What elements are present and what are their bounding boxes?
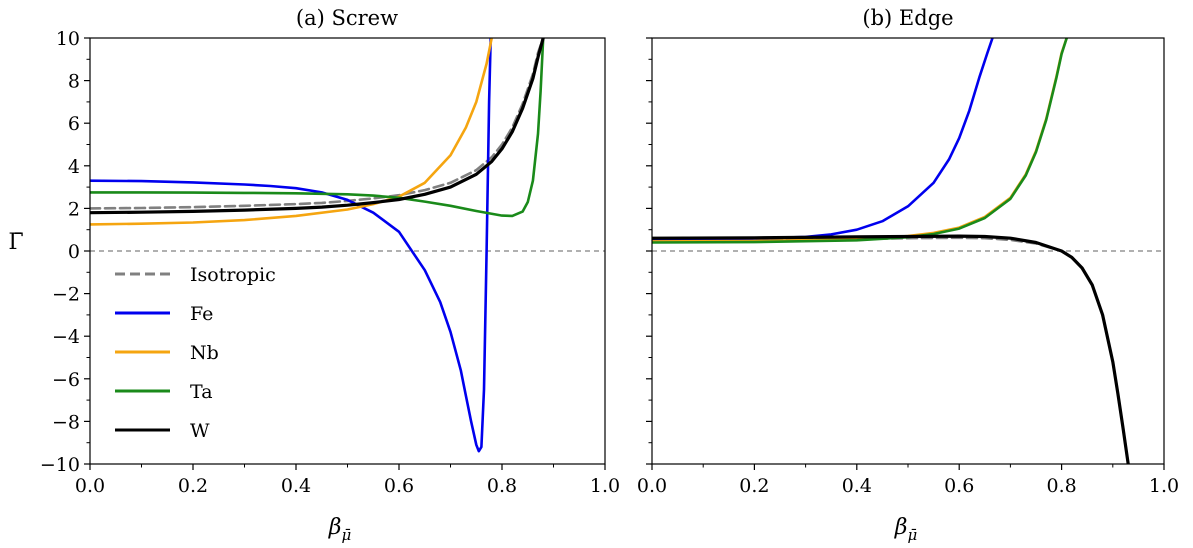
x-axis-label: βμ̄ [894, 515, 917, 544]
plot-frame [89, 37, 606, 465]
x-tick-label: 0.4 [281, 475, 311, 497]
series-line-nb [90, 38, 494, 226]
legend: Isotropic Fe Nb Ta W [115, 264, 276, 442]
series-line-w [652, 234, 1130, 464]
series-layer [652, 38, 1130, 464]
y-tick-label: −10 [40, 454, 80, 476]
series-line-ta [652, 38, 1068, 244]
y-tick-label: 0 [68, 241, 80, 263]
x-tick-label: 0.0 [75, 475, 105, 497]
legend-label-ta: Ta [190, 381, 213, 403]
series-line-fe [652, 38, 994, 241]
x-tick-label: 0.8 [1046, 475, 1076, 497]
ticks-layer: 0.0 0.2 0.4 0.6 0.8 1.0 −10 −8 −6 −4 −2 0 2 4 6 8 10 [40, 28, 620, 497]
series-line-ta [90, 38, 545, 218]
series-layer [90, 38, 545, 453]
series-line-isotropic [90, 38, 545, 210]
x-tick-label: 0.8 [487, 475, 517, 497]
x-tick-label: 1.0 [1149, 475, 1179, 497]
panel-edge: (b) Edge 0.0 0.2 0.4 0.6 0.8 1.0 βμ̄ [637, 6, 1179, 544]
ticks-layer: 0.0 0.2 0.4 0.6 0.8 1.0 [637, 37, 1179, 497]
x-tick-label: 1.0 [590, 475, 620, 497]
y-tick-label: 6 [68, 113, 80, 135]
legend-label-w: W [190, 420, 210, 442]
panel-screw: (a) Screw 0.0 0.2 0.4 0.6 0.8 1.0−10−8−6−4−20… [8, 6, 620, 544]
y-tick-label: 4 [68, 156, 80, 178]
y-tick-label: 8 [68, 71, 80, 93]
x-tick-label: 0.2 [178, 475, 208, 497]
panel-title: (a) Screw [296, 6, 398, 30]
legend-label-nb: Nb [190, 342, 219, 364]
x-tick-label: 0.6 [384, 475, 414, 497]
y-tick-label: 2 [68, 198, 80, 220]
x-tick-label: 0.4 [842, 475, 872, 497]
y-tick-label: −8 [52, 411, 80, 433]
panel-title: (b) Edge [862, 6, 953, 30]
x-tick-label: 0.6 [944, 475, 974, 497]
x-tick-label: 0.2 [739, 475, 769, 497]
x-axis-label: βμ̄ [328, 515, 351, 544]
y-tick-label: −2 [52, 284, 80, 306]
y-tick-label: 10 [56, 28, 80, 50]
y-axis-label: Γ̄ [8, 230, 23, 255]
y-tick-label: −4 [52, 326, 80, 348]
series-line-isotropic [652, 236, 1130, 464]
series-line-nb [652, 38, 1068, 243]
series-line-w [90, 38, 545, 215]
legend-label-isotropic: Isotropic [190, 264, 276, 286]
legend-label-fe: Fe [190, 303, 213, 325]
y-tick-label: −6 [52, 369, 80, 391]
series-line-fe [90, 38, 493, 453]
x-tick-label: 0.0 [637, 475, 667, 497]
